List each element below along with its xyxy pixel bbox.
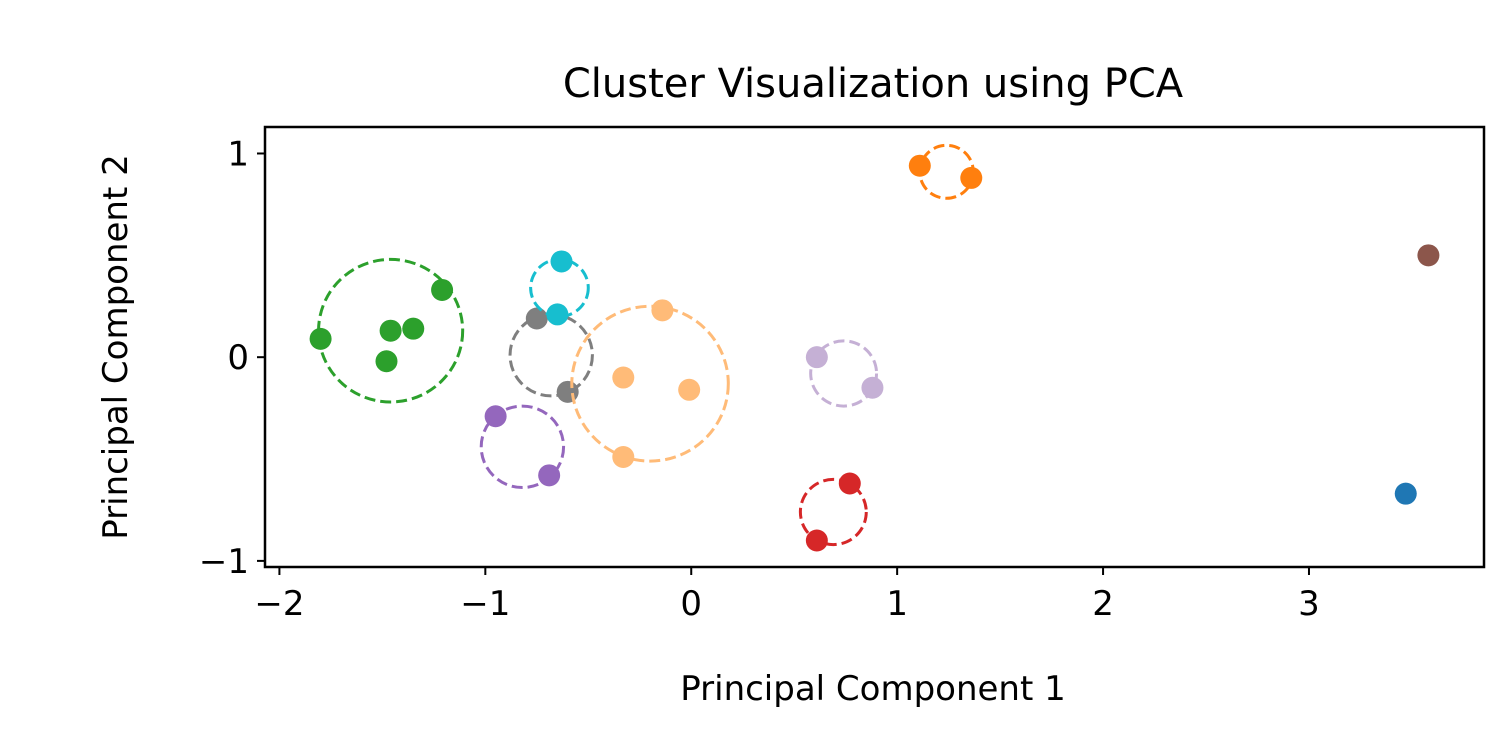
x-tick-label: 2 — [1092, 584, 1114, 624]
cluster-8 — [570, 299, 730, 468]
data-point — [805, 529, 828, 552]
data-point — [805, 346, 828, 369]
data-point — [484, 405, 507, 428]
cluster-boundary-circle — [508, 312, 594, 398]
cluster-2 — [309, 257, 465, 404]
data-point — [838, 472, 861, 495]
x-tick-label: −2 — [254, 584, 304, 624]
data-point — [678, 378, 701, 401]
plot-frame — [263, 125, 1486, 569]
cluster-boundary-circle — [479, 404, 566, 490]
y-tick-label: 1 — [227, 134, 249, 174]
y-tick-label: 0 — [227, 338, 249, 378]
y-tick-label: −1 — [199, 542, 249, 582]
data-point — [651, 299, 674, 322]
cluster-7 — [529, 250, 590, 326]
data-point — [379, 319, 402, 342]
data-point — [556, 380, 579, 403]
data-point — [612, 446, 635, 468]
x-axis-label: Principal Component 1 — [680, 669, 1066, 709]
data-point — [431, 278, 454, 301]
data-point — [861, 376, 884, 399]
data-point — [612, 366, 635, 389]
cluster-4 — [479, 404, 566, 490]
y-axis-label: Principal Component 2 — [96, 154, 136, 540]
x-tick-label: 1 — [886, 584, 908, 624]
cluster-1 — [908, 143, 983, 200]
data-point — [375, 350, 398, 373]
data-point — [908, 154, 931, 177]
cluster-0 — [1394, 482, 1417, 505]
x-axis-ticks: −2 −1 0 1 2 3 — [254, 567, 1320, 624]
data-point — [1394, 482, 1417, 505]
x-tick-label: −1 — [460, 584, 510, 624]
cluster-boundary-circle — [798, 477, 868, 547]
cluster-3 — [798, 472, 868, 552]
cluster-9 — [805, 339, 884, 408]
data-point — [538, 464, 561, 487]
data-point — [309, 327, 332, 350]
data-point — [402, 317, 425, 340]
cluster-5 — [1417, 244, 1440, 267]
data-point — [550, 250, 573, 273]
x-tick-label: 3 — [1298, 584, 1320, 624]
plot-area — [309, 143, 1440, 552]
y-axis-ticks: −1 0 1 — [199, 134, 265, 582]
cluster-boundary-circle — [570, 304, 730, 463]
x-tick-label: 0 — [680, 584, 702, 624]
cluster-boundary-circle — [809, 339, 879, 408]
data-point — [546, 303, 569, 326]
data-point — [960, 166, 983, 189]
chart-title: Cluster Visualization using PCA — [563, 61, 1184, 107]
data-point — [1417, 244, 1440, 267]
data-point — [525, 307, 548, 330]
